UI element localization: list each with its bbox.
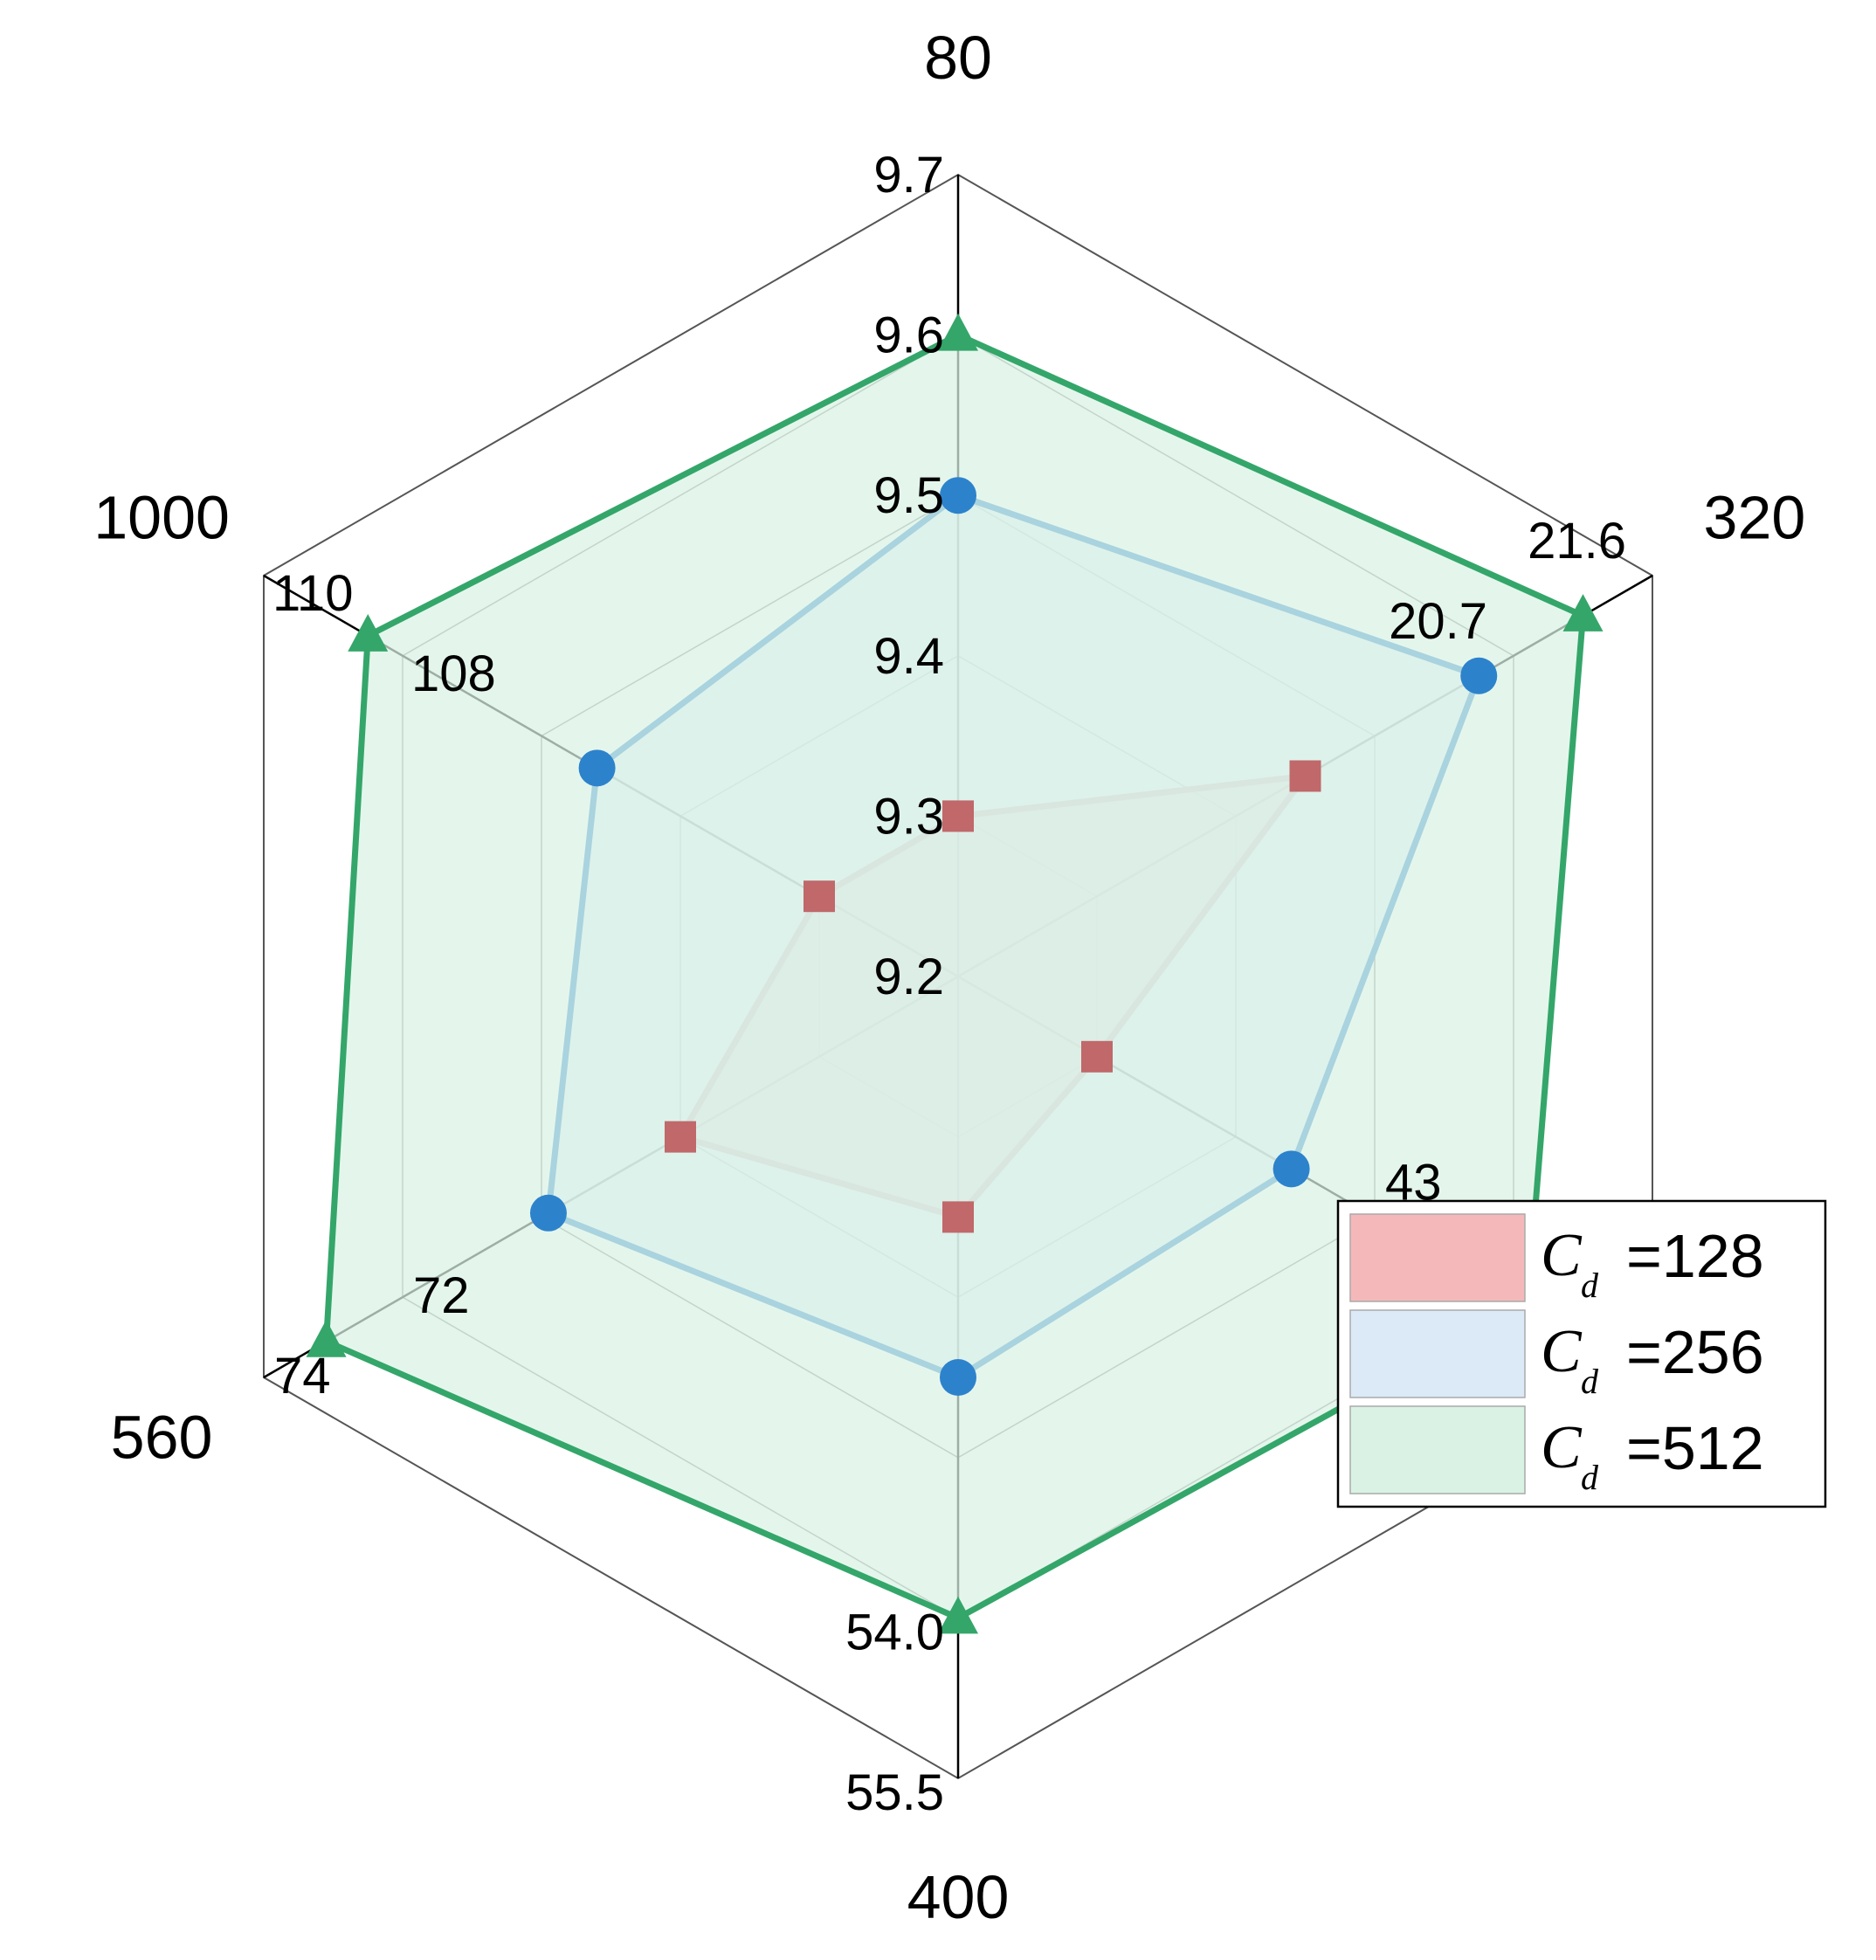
axis-title-400: 400 [907,1863,1010,1931]
tick-label-80-9-6: 9.6 [873,307,944,364]
series--512-point-400 [938,1596,978,1634]
series--256-point-80 [940,477,976,514]
legend-subscript: d [1581,1266,1599,1305]
series--128-point-80 [942,800,974,832]
series--256-point-1000 [578,749,616,787]
axis-labels: 80320454005601000 [93,24,1805,1931]
series--128-point-560 [664,1121,696,1153]
legend-label: =128 [1626,1222,1764,1290]
series--512-point-320 [1562,594,1604,631]
tick-label-80-9-4: 9.4 [873,628,944,685]
legend-subscript: d [1581,1362,1599,1401]
series--256-point-560 [529,1194,567,1232]
tick-label-1000-110: 110 [272,565,353,622]
tick-label-1000-108: 108 [411,645,496,702]
legend-var: C [1541,1414,1583,1481]
series--128-point-1000 [803,880,835,913]
series--128-point-320 [1289,760,1321,792]
legend-label: =512 [1626,1414,1764,1482]
tick-label-80-9-7: 9.7 [873,147,944,204]
series--512-point-560 [306,1319,347,1357]
tick-label-400-54-0: 54.0 [845,1604,944,1660]
series--128-point-400 [942,1201,974,1233]
tick-label-80-9-2: 9.2 [873,949,944,1005]
tick-label-400-55-5: 55.5 [845,1764,944,1821]
tick-label-80-9-5: 9.5 [873,467,944,524]
series--512-point-80 [938,313,978,351]
tick-label-560-74: 74 [274,1348,331,1404]
tick-label-320-20-7: 20.7 [1389,593,1487,650]
legend-swatch [1349,1309,1526,1398]
axis-title-320: 320 [1704,484,1806,552]
series-markers [306,313,1604,1634]
legend-subscript: d [1581,1458,1599,1497]
radar-series [306,313,1604,1634]
tick-label-80-9-3: 9.3 [873,788,944,845]
legend-swatch [1349,1213,1526,1302]
axis-title-80: 80 [924,24,992,92]
series--512-point-1000 [348,614,389,652]
series--256-point-320 [1460,657,1498,694]
series--256-point-45 [1273,1150,1310,1188]
tick-label-560-72: 72 [413,1267,470,1324]
legend-var: C [1541,1318,1583,1385]
legend-label: =256 [1626,1318,1764,1386]
series--128-point-45 [1081,1040,1114,1073]
legend-var: C [1541,1222,1583,1289]
axis-title-1000: 1000 [93,484,230,552]
series--256-point-400 [940,1359,976,1396]
tick-label-320-21-6: 21.6 [1528,513,1626,569]
legend-swatch [1349,1405,1526,1494]
axis-title-560: 560 [111,1404,213,1472]
